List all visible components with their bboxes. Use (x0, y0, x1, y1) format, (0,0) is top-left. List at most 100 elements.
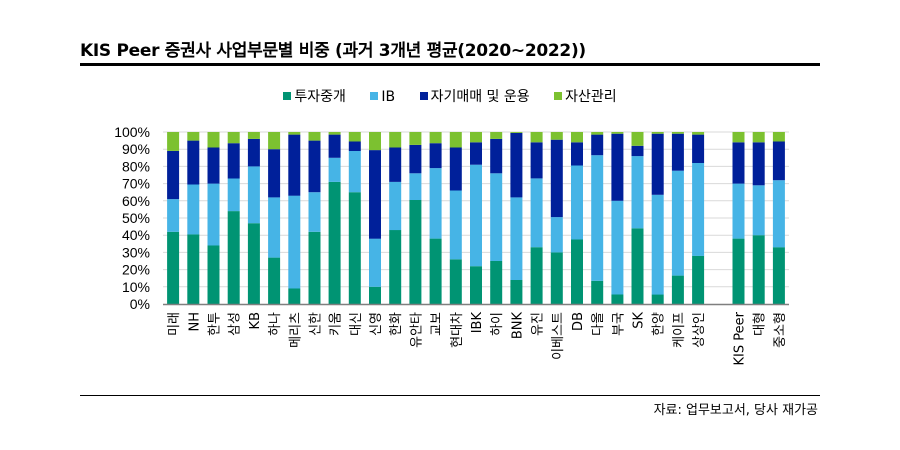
legend-label-trading: 자기매매 및 운용 (430, 89, 530, 105)
y-tick-label: 60% (122, 193, 150, 209)
bar-segment-ib (268, 197, 281, 258)
title-divider (80, 63, 820, 66)
bar-segment-asset_mgmt (328, 132, 341, 135)
bar-segment-trading (671, 133, 684, 171)
bar-segment-asset_mgmt (550, 132, 563, 140)
legend-swatch-asset-mgmt (554, 92, 563, 100)
legend-swatch-ib (370, 92, 379, 100)
y-tick-label: 10% (122, 279, 150, 295)
bar-segment-brokerage (247, 223, 260, 304)
bar-segment-brokerage (308, 231, 321, 304)
bar-segment-trading (732, 142, 745, 184)
bar-segment-brokerage (348, 192, 361, 304)
x-tick-label: 대신 (349, 312, 364, 336)
legend-item-brokerage: 투자중개 (283, 86, 346, 106)
bar-segment-brokerage (288, 288, 301, 304)
bar-segment-trading (409, 144, 422, 174)
bar-segment-brokerage (207, 245, 220, 304)
bar-segment-ib (490, 173, 503, 261)
bar-segment-ib (167, 199, 180, 232)
bar-segment-asset_mgmt (490, 132, 503, 139)
bar-segment-trading (449, 147, 462, 191)
bar-segment-trading (308, 140, 321, 193)
y-tick-label: 90% (122, 141, 150, 157)
x-tick-label: 상상인 (692, 312, 707, 348)
bar-segment-asset_mgmt (207, 132, 220, 148)
bar-segment-asset_mgmt (389, 132, 402, 148)
x-tick-label: NH (187, 312, 202, 332)
bar-segment-brokerage (328, 181, 341, 304)
bar-segment-trading (651, 133, 664, 195)
bar-segment-asset_mgmt (671, 132, 684, 134)
x-tick-label: 유진 (531, 312, 546, 336)
x-tick-label: 현대차 (450, 312, 465, 348)
bar-segment-trading (611, 133, 624, 201)
bar-segment-ib (631, 156, 644, 229)
x-tick-label: 대형 (753, 312, 768, 336)
x-tick-label: 한양 (652, 312, 667, 336)
bar-segment-asset_mgmt (288, 132, 301, 135)
bar-segment-trading (510, 132, 523, 198)
bar-segment-ib (348, 150, 361, 193)
bar-segment-brokerage (167, 231, 180, 304)
bars (167, 132, 785, 304)
bar-segment-brokerage (449, 259, 462, 304)
bar-segment-asset_mgmt (732, 132, 745, 143)
bar-segment-brokerage (187, 234, 200, 304)
bar-segment-brokerage (631, 228, 644, 304)
bar-segment-trading (348, 141, 361, 151)
bar-segment-brokerage (369, 286, 381, 304)
bar-segment-trading (187, 140, 200, 185)
bar-segment-brokerage (550, 252, 563, 304)
bar-segment-trading (389, 147, 402, 182)
y-tick-label: 40% (122, 227, 150, 243)
legend-swatch-trading (419, 92, 428, 100)
bar-segment-asset_mgmt (571, 132, 583, 143)
x-tick-label: SK (632, 312, 647, 329)
x-tick-label: 케이프 (672, 312, 687, 348)
bar-segment-brokerage (490, 261, 503, 304)
bar-segment-ib (288, 195, 301, 289)
y-tick-label: 20% (122, 262, 150, 278)
bar-segment-asset_mgmt (167, 132, 180, 151)
bar-segment-ib (389, 181, 402, 231)
bar-segment-trading (470, 142, 482, 165)
bar-segment-asset_mgmt (268, 132, 281, 150)
footer-divider (80, 395, 820, 396)
bar-segment-asset_mgmt (651, 132, 664, 134)
y-tick-label: 0% (130, 296, 150, 312)
bar-segment-asset_mgmt (631, 132, 644, 146)
bar-segment-ib (429, 168, 442, 239)
bar-segment-trading (692, 134, 705, 163)
bar-segment-brokerage (227, 211, 240, 304)
bar-segment-brokerage (752, 235, 765, 304)
bar-segment-ib (470, 164, 482, 267)
bar-segment-brokerage (409, 199, 422, 304)
bar-segment-brokerage (772, 247, 785, 304)
x-tick-label: DB (571, 312, 586, 331)
bar-segment-trading (369, 150, 381, 239)
legend-label-asset-mgmt: 자산관리 (565, 89, 617, 105)
bar-segment-trading (429, 143, 442, 169)
x-tick-label: 하이 (490, 312, 505, 336)
bar-segment-brokerage (470, 266, 482, 304)
bar-segment-asset_mgmt (470, 132, 482, 143)
bar-segment-ib (510, 197, 523, 280)
x-tick-label: 메리츠 (288, 312, 303, 348)
bar-segment-ib (308, 192, 321, 232)
x-tick-label: 이베스트 (551, 312, 566, 360)
y-axis: 0%10%20% 30%40%50%60%70% 80%90%100% (114, 124, 150, 312)
bar-segment-brokerage (692, 255, 705, 304)
bar-segment-asset_mgmt (611, 132, 624, 134)
bar-segment-ib (449, 190, 462, 260)
bar-segment-brokerage (268, 257, 281, 304)
y-tick-label: 100% (114, 124, 150, 140)
bar-segment-ib (611, 200, 624, 295)
bar-segment-trading (530, 142, 543, 179)
bar-segment-brokerage (571, 239, 583, 304)
x-tick-label: 하나 (268, 312, 283, 336)
bar-segment-ib (550, 217, 563, 253)
x-tick-label: KIS Peer (733, 311, 748, 365)
bar-segment-asset_mgmt (692, 132, 705, 135)
